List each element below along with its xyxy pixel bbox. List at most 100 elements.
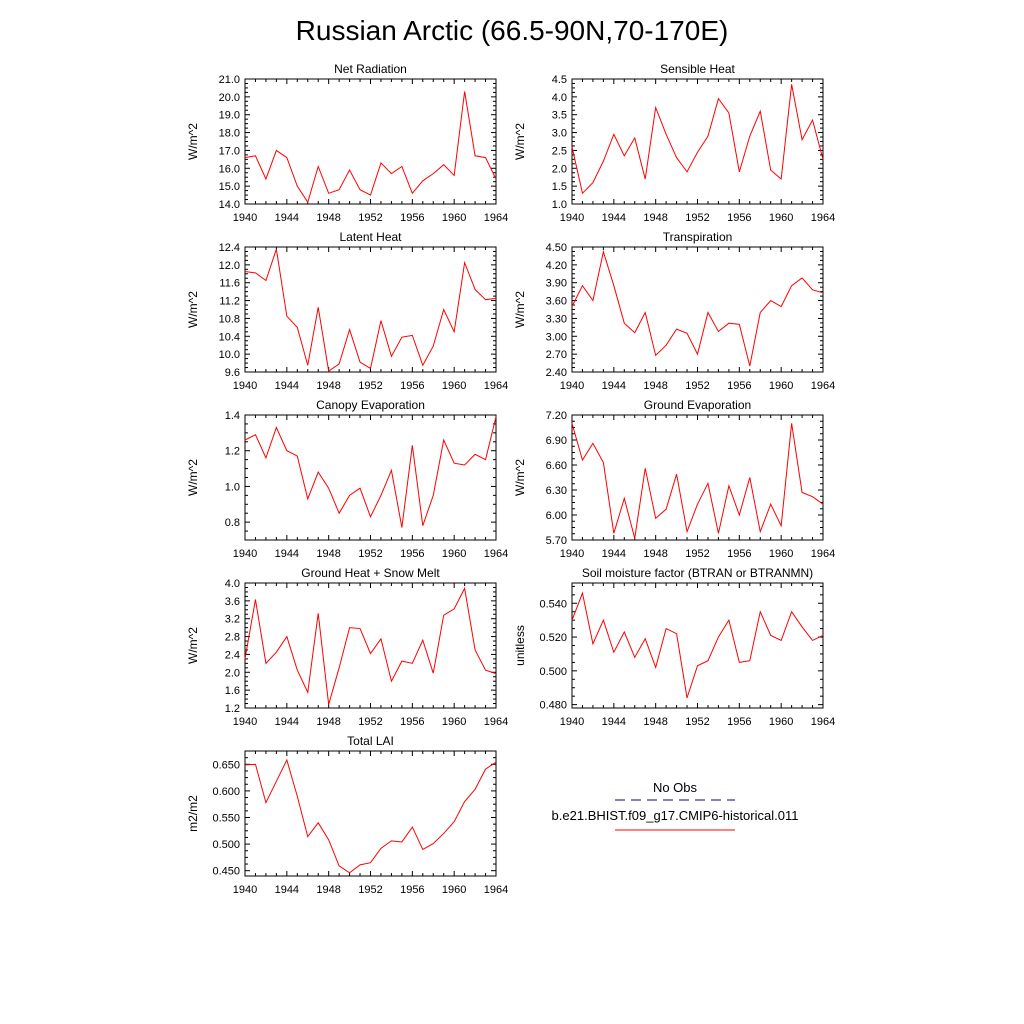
y-tick-label: 6.90 <box>546 435 567 447</box>
y-tick-label: 11.2 <box>219 296 240 308</box>
y-tick-label: 0.520 <box>539 632 567 644</box>
x-tick-label: 1948 <box>643 716 667 728</box>
plot-frame <box>571 414 824 541</box>
x-tick-label: 1956 <box>400 380 424 392</box>
y-tick-label: 5.70 <box>546 535 567 547</box>
panel-title: Ground Evaporation <box>644 398 751 412</box>
x-tick-label: 1944 <box>275 884 299 896</box>
series-line <box>244 586 497 705</box>
x-tick-label: 1940 <box>233 380 257 392</box>
y-tick-label: 1.4 <box>225 410 240 422</box>
panels: 1940 1944 1948 1952 1956 1960 1964 14.0 15.0 16.0… <box>186 62 835 896</box>
series-line <box>571 591 824 699</box>
chart-panel: 1940 1944 1948 1952 1956 1960 1964 0.8 1.0 1.2 1.4… <box>186 398 508 560</box>
plot-frame <box>244 414 497 541</box>
y-tick-label: 4.20 <box>546 260 567 272</box>
x-tick-label: 1956 <box>727 716 751 728</box>
panel-title: Total LAI <box>347 734 394 748</box>
x-tick-label: 1960 <box>769 548 793 560</box>
x-tick-label: 1956 <box>727 548 751 560</box>
y-tick-label: 19.0 <box>219 110 240 122</box>
y-tick-label: 20.0 <box>219 92 240 104</box>
y-tick-label: 14.0 <box>219 199 240 211</box>
y-tick-label: 6.00 <box>546 510 567 522</box>
x-tick-label: 1956 <box>400 884 424 896</box>
x-tick-label: 1944 <box>275 716 299 728</box>
y-tick-label: 12.0 <box>219 260 240 272</box>
x-tick-label: 1964 <box>484 212 508 224</box>
x-tick-label: 1948 <box>316 212 340 224</box>
panel-title: Latent Heat <box>339 230 402 244</box>
series-line <box>571 423 824 539</box>
x-tick-label: 1964 <box>811 548 835 560</box>
x-tick-label: 1948 <box>316 716 340 728</box>
y-axis-label: W/m^2 <box>186 627 200 664</box>
y-tick-label: 16.0 <box>219 163 240 175</box>
y-tick-label: 2.0 <box>552 163 567 175</box>
x-tick-label: 1948 <box>643 548 667 560</box>
x-tick-label: 1952 <box>358 884 382 896</box>
y-tick-label: 0.600 <box>212 786 240 798</box>
x-tick-label: 1948 <box>643 380 667 392</box>
legend: No Obs b.e21.BHIST.f09_g17.CMIP6-histori… <box>552 780 798 831</box>
chart-panel: 1940 1944 1948 1952 1956 1960 1964 9.6 10.0 10.4 1… <box>186 230 508 392</box>
y-axis-label: W/m^2 <box>186 123 200 160</box>
x-tick-label: 1964 <box>484 380 508 392</box>
chart-panel: 1940 1944 1948 1952 1956 1960 1964 2.40 2.70 3.00… <box>513 230 835 392</box>
y-tick-label: 3.30 <box>546 313 567 325</box>
series-line <box>244 758 497 874</box>
x-tick-label: 1952 <box>685 380 709 392</box>
x-tick-label: 1964 <box>811 212 835 224</box>
x-tick-label: 1944 <box>602 716 626 728</box>
chart-panel: 1940 1944 1948 1952 1956 1960 1964 14.0 15.0 16.0… <box>186 62 508 224</box>
x-tick-label: 1944 <box>275 212 299 224</box>
y-tick-label: 3.2 <box>225 614 240 626</box>
x-tick-label: 1960 <box>442 548 466 560</box>
y-tick-label: 2.70 <box>546 349 567 361</box>
y-tick-label: 3.60 <box>546 296 567 308</box>
y-tick-label: 2.5 <box>552 145 567 157</box>
y-axis-label: unitless <box>513 625 527 666</box>
x-tick-label: 1960 <box>442 380 466 392</box>
y-tick-label: 1.0 <box>225 481 240 493</box>
x-tick-label: 1940 <box>560 548 584 560</box>
chart-panel: 1940 1944 1948 1952 1956 1960 1964 1.2 1.6 2.0 2.4… <box>186 566 508 728</box>
y-tick-label: 0.450 <box>212 866 240 878</box>
y-tick-label: 0.540 <box>539 598 567 610</box>
y-tick-label: 0.500 <box>212 839 240 851</box>
y-tick-label: 0.480 <box>539 700 567 712</box>
y-tick-label: 12.4 <box>219 242 240 254</box>
y-tick-label: 3.6 <box>225 596 240 608</box>
plot-frame <box>244 246 497 373</box>
y-axis-label: W/m^2 <box>513 459 527 496</box>
series-line <box>244 249 497 372</box>
x-tick-label: 1948 <box>316 884 340 896</box>
y-tick-label: 3.90 <box>546 278 567 290</box>
panel-title: Soil moisture factor (BTRAN or BTRANMN) <box>582 566 813 580</box>
y-tick-label: 3.5 <box>552 110 567 122</box>
panel-title: Transpiration <box>663 230 733 244</box>
y-tick-label: 6.30 <box>546 485 567 497</box>
x-tick-label: 1940 <box>560 212 584 224</box>
chart-panel: 1940 1944 1948 1952 1956 1960 1964 1.0 1.5 2.0 2.5… <box>513 62 835 224</box>
x-tick-label: 1944 <box>275 380 299 392</box>
y-tick-label: 4.5 <box>552 74 567 86</box>
x-tick-label: 1960 <box>442 884 466 896</box>
x-tick-label: 1956 <box>400 716 424 728</box>
y-tick-label: 4.50 <box>546 242 567 254</box>
x-tick-label: 1940 <box>233 716 257 728</box>
y-axis-label: W/m^2 <box>513 123 527 160</box>
x-tick-label: 1940 <box>560 716 584 728</box>
y-tick-label: 2.0 <box>225 667 240 679</box>
main-title: Russian Arctic (66.5-90N,70-170E) <box>296 15 729 46</box>
x-tick-label: 1960 <box>442 716 466 728</box>
y-axis-label: m2/m2 <box>186 795 200 832</box>
x-tick-label: 1956 <box>727 380 751 392</box>
y-tick-label: 0.500 <box>539 666 567 678</box>
x-tick-label: 1956 <box>727 212 751 224</box>
x-tick-label: 1964 <box>484 716 508 728</box>
x-tick-label: 1940 <box>233 212 257 224</box>
y-tick-label: 7.20 <box>546 410 567 422</box>
series-line <box>571 84 824 195</box>
